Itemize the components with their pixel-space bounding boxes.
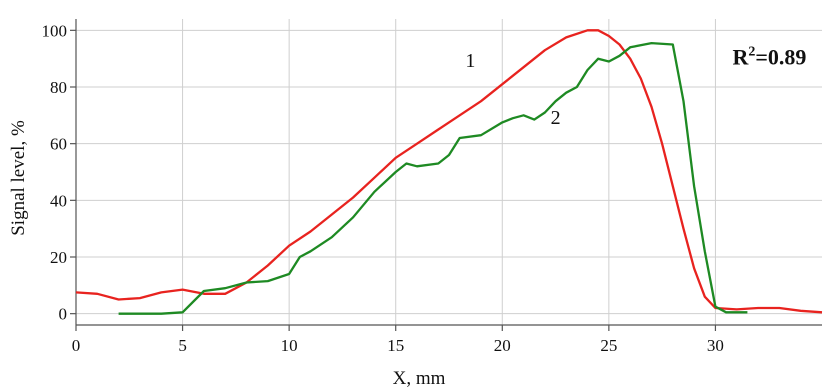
series-label-1: 1 [465, 50, 475, 72]
y-tick-label: 60 [50, 135, 67, 154]
series-label-2: 2 [551, 107, 561, 129]
y-tick-label: 100 [42, 21, 68, 40]
x-axis-title: X, mm [393, 368, 446, 389]
x-tick-label: 15 [387, 336, 404, 355]
y-tick-label: 20 [50, 248, 67, 267]
series [75, 29, 823, 315]
x-tick-label: 10 [281, 336, 298, 355]
ticks: 0 5 10 15 20 25 30 0 20 40 60 80 100 [42, 21, 724, 355]
x-tick-label: 5 [178, 336, 187, 355]
series-line-1 [75, 29, 823, 314]
series-line-2 [118, 41, 748, 315]
r-squared-superscript: 2 [748, 44, 755, 59]
x-tick-label: 0 [72, 336, 81, 355]
y-tick-label: 80 [50, 78, 67, 97]
r-squared-annotation: R2=0.89 [732, 44, 806, 69]
series-labels: 12 [465, 50, 560, 129]
y-tick-label: 0 [59, 305, 68, 324]
r-squared-value: =0.89 [755, 44, 806, 69]
x-tick-label: 25 [600, 336, 617, 355]
r-squared-base: R [732, 44, 749, 69]
grid [76, 19, 822, 325]
y-axis-title: Signal level, % [8, 120, 29, 236]
y-tick-label: 40 [50, 191, 67, 210]
x-tick-label: 20 [494, 336, 511, 355]
axes [75, 19, 822, 326]
x-tick-label: 30 [707, 336, 724, 355]
